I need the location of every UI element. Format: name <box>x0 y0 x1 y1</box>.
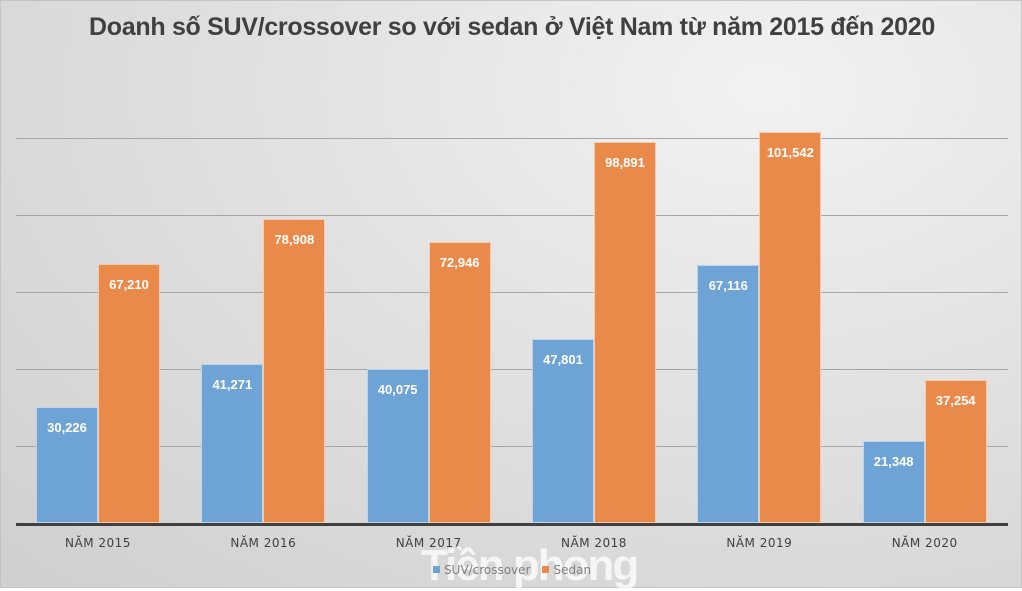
data-label: 41,271 <box>212 377 253 393</box>
bar-sedan: 78,908 <box>263 219 326 523</box>
legend-swatch-icon <box>542 566 550 573</box>
bar-sedan: 67,210 <box>98 264 160 523</box>
x-axis-label: NĂM 2015 <box>65 536 131 550</box>
legend-item: Sedan <box>542 563 591 577</box>
x-axis-label: NĂM 2018 <box>561 536 627 550</box>
legend-swatch-icon <box>432 566 440 573</box>
data-label: 67,210 <box>109 277 149 293</box>
x-axis-label: NĂM 2017 <box>395 536 462 550</box>
bar-sedan: 37,254 <box>924 379 987 523</box>
gridline <box>16 215 1008 216</box>
bar-suv: 40,075 <box>366 368 429 523</box>
legend: SUV/crossover Sedan <box>1 562 1022 577</box>
chart-title: Doanh số SUV/crossover so với sedan ở Vi… <box>89 13 935 41</box>
plot-area: 30,226 67,210 41,271 78,908 40,075 72,946 47,8… <box>16 101 1008 526</box>
bar-suv: 30,226 <box>36 406 98 523</box>
data-label: 78,908 <box>274 232 315 248</box>
bar-sedan: 72,946 <box>428 242 491 523</box>
x-axis-line <box>16 523 1008 526</box>
watermark-logo: Tiền phong <box>421 541 639 590</box>
data-label: 72,946 <box>439 255 480 271</box>
gridline <box>16 369 1008 370</box>
legend-label: SUV/crossover <box>443 562 531 577</box>
bar-sedan: 101,542 <box>759 132 822 523</box>
legend-item: SUV/crossover <box>432 562 531 577</box>
bar-suv: 67,116 <box>697 264 760 523</box>
data-label: 98,891 <box>605 155 645 171</box>
bar-suv: 47,801 <box>532 338 594 523</box>
data-label: 101,542 <box>766 145 814 161</box>
data-label: 21,348 <box>873 453 914 469</box>
gridline <box>16 138 1008 139</box>
x-axis-label: NĂM 2016 <box>230 536 297 550</box>
gridline <box>16 292 1008 293</box>
bar-sedan: 98,891 <box>594 142 656 523</box>
data-label: 37,254 <box>935 392 976 408</box>
bar-suv: 41,271 <box>201 364 264 523</box>
data-label: 67,116 <box>708 277 748 293</box>
x-axis-label: NĂM 2019 <box>726 536 793 550</box>
legend-label: Sedan <box>553 562 592 577</box>
bar-suv: 21,348 <box>862 440 925 523</box>
x-axis-label: NĂM 2020 <box>891 536 958 550</box>
data-label: 40,075 <box>377 381 418 397</box>
data-label: 30,226 <box>47 419 87 435</box>
gridline <box>16 446 1008 447</box>
data-label: 47,801 <box>543 351 583 367</box>
